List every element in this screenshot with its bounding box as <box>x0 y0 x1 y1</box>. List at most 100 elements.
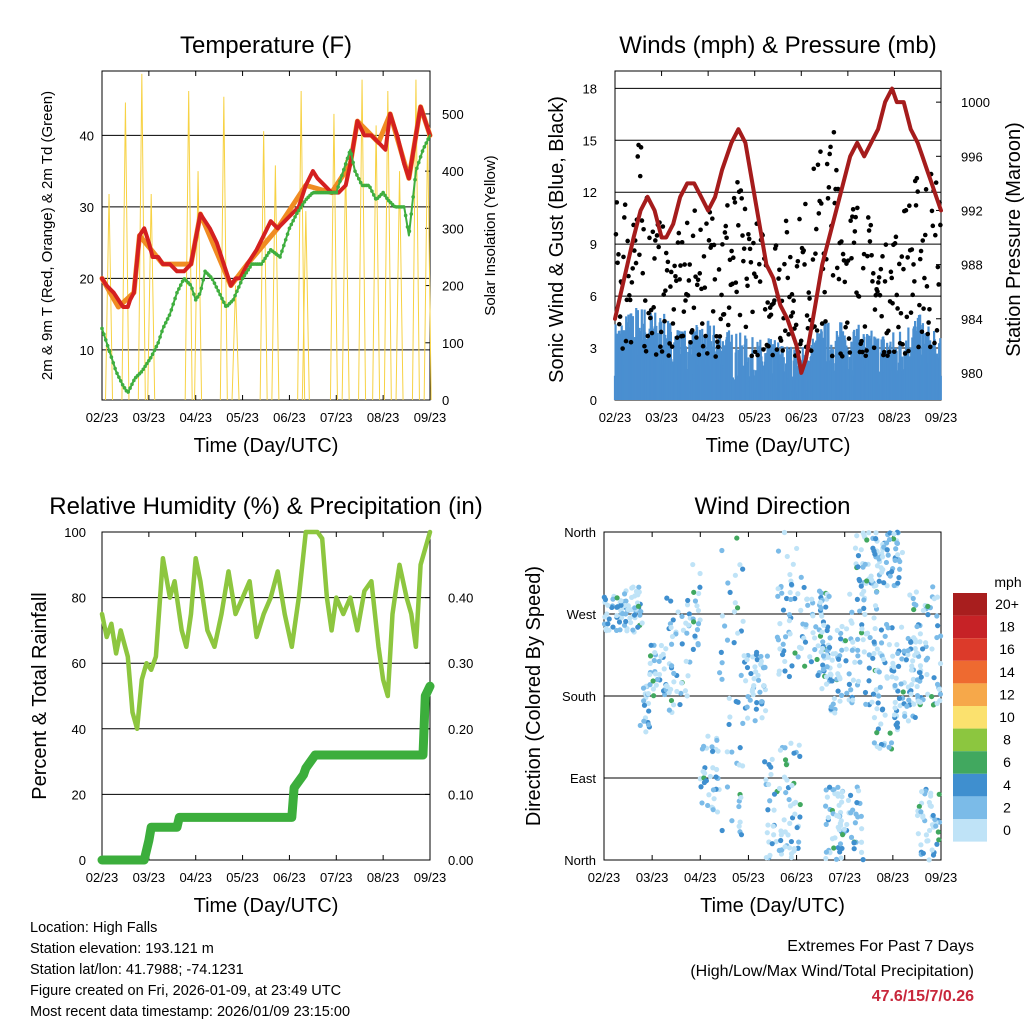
direction-point <box>731 640 737 646</box>
direction-point <box>781 529 788 536</box>
gust-point <box>674 335 680 340</box>
temp-y2tick-label: 200 <box>442 279 464 294</box>
direction-point <box>724 637 731 643</box>
gust-point <box>616 321 622 327</box>
dewpoint-point <box>381 190 385 195</box>
dewpoint-point <box>242 273 247 278</box>
direction-point <box>788 740 794 746</box>
direction-point <box>901 648 907 654</box>
gust-point <box>782 328 788 334</box>
direction-point <box>814 656 820 663</box>
direction-point <box>751 683 757 689</box>
direction-point <box>855 678 862 684</box>
direction-point <box>854 596 860 603</box>
direction-point <box>820 653 827 659</box>
direction-point <box>935 829 941 835</box>
direction-point <box>920 850 926 856</box>
gust-point <box>822 289 827 295</box>
gust-point <box>685 293 691 298</box>
direction-point <box>914 623 920 630</box>
direction-point <box>674 688 680 695</box>
gust-point <box>741 258 746 264</box>
gust-point <box>633 260 639 266</box>
temp-title: Temperature (F) <box>180 32 352 59</box>
direction-point <box>737 562 743 568</box>
direction-point <box>656 671 663 678</box>
gust-point <box>691 305 697 311</box>
gust-point <box>805 325 811 331</box>
direction-point <box>794 824 800 831</box>
rh-xtick-label: 04/23 <box>179 870 212 885</box>
direction-point <box>912 714 918 721</box>
direction-point <box>789 782 795 789</box>
gust-point <box>677 277 682 282</box>
gust-point <box>645 333 651 339</box>
dewpoint-point <box>216 289 221 293</box>
gust-point <box>752 349 758 355</box>
dewpoint-point <box>300 202 305 207</box>
wind-xtick-label: 05/23 <box>738 410 771 425</box>
direction-point <box>651 693 657 699</box>
dir-xtick-label: 02/23 <box>588 870 621 885</box>
direction-point <box>727 714 733 720</box>
gust-point <box>815 162 821 168</box>
direction-point <box>855 553 862 559</box>
gust-point <box>747 246 753 252</box>
direction-point <box>872 603 879 609</box>
gust-point <box>863 353 869 359</box>
direction-point <box>731 609 738 615</box>
direction-point <box>719 547 725 554</box>
gust-point <box>935 264 941 270</box>
gust-point <box>860 265 866 271</box>
gust-point <box>699 321 705 326</box>
direction-point <box>838 855 844 861</box>
gust-point <box>683 298 688 303</box>
direction-point <box>873 536 879 542</box>
dewpoint-point <box>246 268 250 272</box>
direction-point <box>919 789 925 795</box>
direction-point <box>817 633 824 639</box>
direction-point <box>829 657 835 663</box>
direction-point <box>699 746 706 752</box>
gust-point <box>869 252 874 258</box>
direction-point <box>846 671 852 677</box>
direction-point <box>777 621 783 627</box>
direction-point <box>910 595 916 602</box>
direction-point <box>926 799 932 806</box>
dewpoint-point <box>175 290 179 295</box>
direction-point <box>786 612 793 618</box>
dewpoint-point <box>152 348 157 353</box>
dir-xtick-label: 06/23 <box>780 870 813 885</box>
direction-point <box>782 658 788 665</box>
gust-point <box>717 334 723 339</box>
direction-point <box>797 814 803 820</box>
dewpoint-point <box>355 173 359 177</box>
direction-point <box>836 813 842 820</box>
direction-point <box>732 572 738 578</box>
direction-point <box>823 681 830 687</box>
direction-point <box>889 674 895 680</box>
rh-xtick-label: 02/23 <box>86 870 119 885</box>
direction-point <box>915 831 921 837</box>
wind-y2tick-label: 980 <box>961 366 983 381</box>
direction-point <box>895 688 901 694</box>
gust-point <box>836 276 842 282</box>
colorbar-label: mph <box>994 574 1021 590</box>
gust-point <box>900 342 905 347</box>
direction-point <box>885 552 891 558</box>
temp-y2label: Solar Insolation (Yellow) <box>482 155 499 315</box>
gust-point <box>688 340 693 345</box>
direction-point <box>753 652 759 658</box>
direction-point <box>788 596 794 603</box>
gust-point <box>797 216 802 222</box>
gust-point <box>808 348 814 354</box>
temp-xtick-label: 07/23 <box>320 410 353 425</box>
gust-point <box>912 279 917 284</box>
direction-point <box>851 846 857 852</box>
direction-point <box>727 589 733 596</box>
gust-point <box>737 312 743 318</box>
gust-point <box>738 188 744 193</box>
dewpoint-point <box>167 313 172 317</box>
direction-point <box>873 589 880 595</box>
gust-point <box>718 316 724 322</box>
